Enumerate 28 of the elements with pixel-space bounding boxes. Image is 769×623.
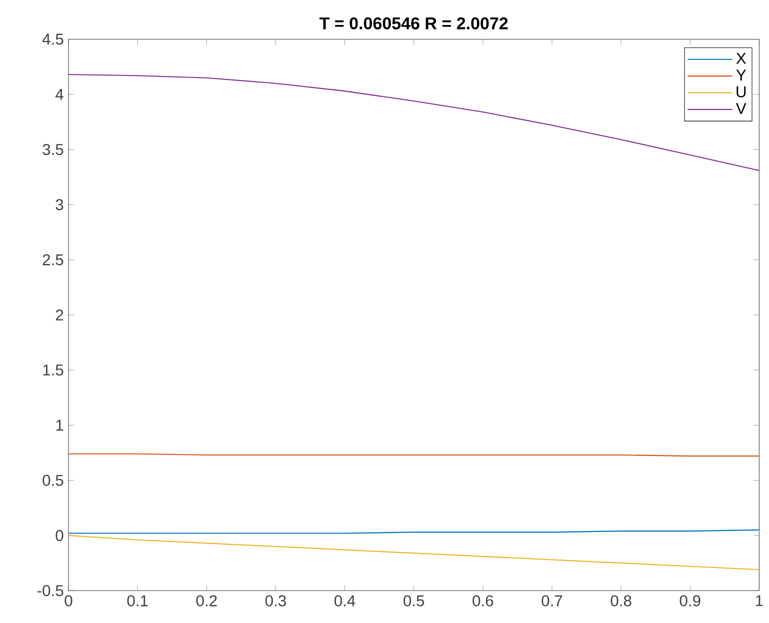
y-tick-label: 0 [56,530,64,542]
chart-title: T = 0.060546 R = 2.0072 [319,17,508,30]
x-tick-label: 0.3 [265,595,286,606]
x-tick-label: 0.2 [196,595,217,606]
y-tick-label: 4 [56,88,64,100]
legend-label: X [736,53,746,64]
legend-label: V [736,103,746,114]
x-tick-label: 0.6 [472,595,494,606]
x-tick-label: 0.8 [610,595,632,606]
y-tick-label: 2 [56,309,64,320]
y-tick-label: 3 [56,199,64,210]
x-tick-label: 1 [756,595,763,606]
y-tick-label: -0.5 [38,585,64,596]
x-tick-label: 0.4 [334,595,356,606]
legend-label: Y [736,70,746,80]
y-tick-label: 3.5 [42,144,64,156]
x-tick-label: 0 [64,595,72,606]
y-tick-label: 1.5 [43,364,64,376]
legend-label: U [736,86,746,98]
x-tick-label: 0.5 [404,595,424,606]
x-tick-label: 0.1 [127,595,148,606]
y-tick-label: 2.5 [42,254,64,266]
x-tick-label: 0.9 [680,595,700,606]
y-tick-label: 1 [56,420,64,431]
x-tick-label: 0.7 [542,595,562,606]
y-tick-label: 4.5 [42,34,64,45]
line-series [68,534,760,570]
y-tick-label: 0.5 [42,474,64,486]
